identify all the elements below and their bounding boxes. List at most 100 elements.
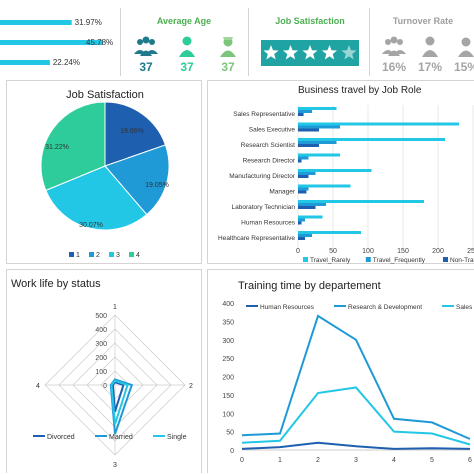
- hbar-x-tick-5: 250: [467, 248, 474, 255]
- pie-legend-label-4: 4: [136, 252, 140, 259]
- average-age-card: Average Age 37 37 37: [120, 8, 246, 76]
- hbar-category-label-5: Manager: [269, 189, 295, 196]
- line-x-tick-2: 2: [316, 457, 320, 464]
- job-satisfaction-kpi-title: Job Satisfaction: [275, 16, 345, 26]
- radar-title: Work life by status: [11, 278, 101, 290]
- radar-r-tick-4: 400: [95, 327, 107, 334]
- group-icon: [382, 36, 406, 56]
- line-y-tick-2: 100: [222, 411, 234, 418]
- nurse-icon: [220, 37, 236, 57]
- person-icon: [179, 36, 195, 57]
- pie-legend-swatch-4: [129, 252, 134, 257]
- pie-legend-label-3: 3: [116, 252, 120, 259]
- top-bar-1: [0, 40, 103, 45]
- training-time-panel: Training time by departement 0 50 100 150 20…: [207, 269, 474, 473]
- hbar-bar-2-0: [298, 138, 445, 141]
- top-bars-panel: 31.97% 45.78% 22.24%: [0, 10, 118, 70]
- average-age-value-1: 37: [139, 60, 153, 74]
- line-series-0: [241, 441, 471, 450]
- hbar-bar-1-2: [298, 128, 319, 132]
- hbar-x-tick-1: 50: [329, 248, 337, 255]
- line-title: Training time by departement: [238, 280, 381, 292]
- hbar-legend-swatch-0: [303, 257, 308, 262]
- hbar-x-tick-2: 100: [362, 248, 374, 255]
- pie-data-label-4: 31.22%: [45, 144, 69, 151]
- top-bar-2: [0, 60, 50, 65]
- hbar-bar-6-0: [298, 200, 424, 203]
- line-series-1: [241, 314, 471, 440]
- star-icon-3: [321, 45, 338, 60]
- hbar-category-label-1: Sales Executive: [249, 127, 296, 134]
- hbar-bar-7-1: [298, 218, 305, 222]
- top-bar-label-0: 31.97%: [75, 18, 102, 27]
- star-icon-2: [302, 45, 318, 60]
- line-x-tick-4: 4: [392, 457, 396, 464]
- pie-data-label-1: 19.66%: [120, 128, 144, 135]
- hbar-legend-swatch-1: [365, 257, 371, 262]
- line-x-tick-5: 5: [430, 457, 434, 464]
- business-travel-chart: 0 50 100 150 200 250 Sales Representative Sales…: [218, 105, 474, 264]
- pie-legend-label-2: 2: [96, 252, 100, 259]
- turnover-value-3: 15%: [453, 60, 474, 74]
- top-bar-0: [0, 20, 72, 25]
- line-y-tick-1: 50: [226, 430, 234, 437]
- hbar-category-label-0: Sales Representative: [233, 111, 295, 118]
- person-icon: [422, 36, 438, 57]
- hbar-bar-8-1: [298, 234, 312, 237]
- line-series-2: [241, 386, 471, 446]
- job-satisfaction-pie-panel: Job Satisfaction 19.66% 19.05% 30.07% 31.22…: [6, 80, 202, 264]
- top-bar-label-1: 45.78%: [86, 38, 113, 47]
- line-x-tick-1: 1: [278, 457, 282, 464]
- line-y-tick-3: 150: [222, 393, 234, 400]
- hbar-x-tick-4: 200: [432, 248, 444, 255]
- line-legend-label-2: Sales: [456, 304, 473, 311]
- hbar-legend-swatch-2: [443, 257, 448, 262]
- hbar-legend-label-0: Travel_Rarely: [310, 257, 351, 264]
- turnover-card: Turnover Rate 16% 17% 15%: [372, 8, 474, 76]
- hbar-bar-0-2: [298, 113, 304, 116]
- hbar-category-label-4: Manufacturing Director: [229, 173, 296, 180]
- hbar-bar-1-1: [298, 125, 340, 129]
- radar-axis-label-3: 3: [113, 462, 117, 469]
- job-satisfaction-card: Job Satisfaction: [248, 8, 370, 76]
- radar-r-tick-1: 100: [95, 369, 107, 376]
- radar-axis-label-2: 2: [189, 383, 193, 390]
- hbar-category-label-7: Human Resources: [241, 220, 296, 227]
- pie-legend-swatch-1: [69, 252, 74, 257]
- radar-r-tick-2: 200: [95, 355, 107, 362]
- pie-slice-2: [104, 144, 170, 216]
- hbar-category-label-3: Research Director: [243, 158, 296, 165]
- radar-series-0: [111, 381, 125, 412]
- line-x-tick-6: 6: [468, 457, 472, 464]
- hbar-bar-5-2: [298, 190, 307, 194]
- radar-r-tick-0: 0: [103, 383, 107, 390]
- line-legend-label-1: Research & Development: [348, 304, 422, 311]
- radar-chart: 0 100 200 300 400 500 1 2 3 4 Divorced Married Singl…: [33, 304, 193, 469]
- hbar-x-tick-3: 150: [397, 248, 409, 255]
- radar-axis-label-4: 4: [36, 383, 40, 390]
- average-age-value-3: 37: [221, 60, 235, 74]
- pie-data-label-3: 30.07%: [79, 222, 103, 229]
- work-life-panel: Work life by status 0 100 200 300 400 500 1 2 3 4…: [6, 269, 202, 473]
- line-legend-label-0: Human Resources: [260, 304, 315, 311]
- hbar-bar-4-2: [298, 175, 309, 178]
- hbar-bar-5-1: [298, 187, 309, 191]
- radar-r-tick-5: 500: [95, 313, 107, 320]
- hbar-bar-6-1: [298, 203, 326, 206]
- pie-slice-3: [45, 165, 148, 231]
- turnover-icons: [382, 36, 474, 57]
- star-rating: [261, 40, 359, 66]
- hbar-legend-label-1: Travel_Frequently: [373, 257, 426, 264]
- nurse-icon: [458, 37, 474, 57]
- hbar-bar-3-0: [298, 153, 340, 157]
- turnover-value-1: 16%: [381, 60, 407, 74]
- turnover-value-2: 17%: [417, 60, 443, 74]
- pie-data-label-2: 19.05%: [145, 182, 169, 189]
- hbar-category-label-8: Healthcare Representative: [218, 235, 295, 242]
- star-icon-1: [282, 45, 299, 60]
- radar-series-2: [110, 379, 129, 425]
- top-bars-chart: 31.97% 45.78% 22.24%: [0, 18, 113, 67]
- top-bar-label-2: 22.24%: [53, 58, 80, 67]
- line-y-tick-5: 250: [222, 356, 234, 363]
- group-icon: [134, 36, 158, 56]
